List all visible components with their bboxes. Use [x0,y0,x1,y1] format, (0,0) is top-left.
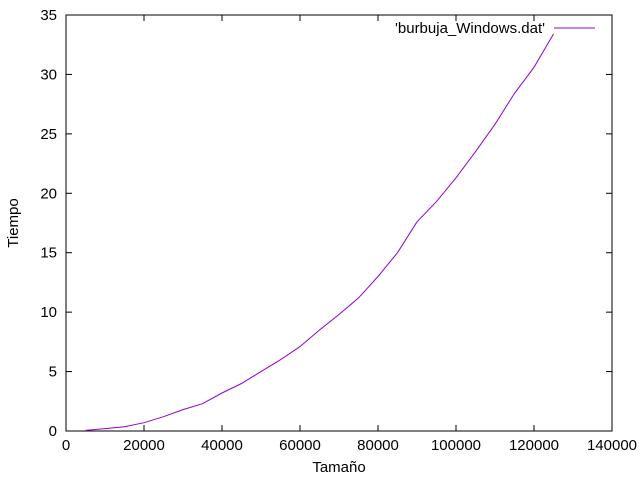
x-tick-label: 20000 [123,437,165,454]
x-tick-label: 0 [62,437,70,454]
y-tick-label: 25 [40,126,57,143]
y-tick-label: 30 [40,66,57,83]
plot-area-frame [65,14,613,432]
x-tick-label: 100000 [431,437,481,454]
legend: 'burbuja_Windows.dat' [395,20,595,37]
series-line [85,33,554,431]
x-axis: 0 20000 40000 60000 80000 100000 120000 140000 [62,15,637,454]
x-axis-label: Tamaño [312,459,365,476]
y-tick-label: 0 [49,423,57,440]
x-tick-label: 40000 [201,437,243,454]
x-tick-label: 140000 [587,437,637,454]
y-tick-label: 5 [49,364,57,381]
x-tick-label: 60000 [279,437,321,454]
x-tick-label: 80000 [357,437,399,454]
y-tick-label: 10 [40,304,57,321]
series-group [85,33,554,431]
y-tick-label: 35 [40,7,57,24]
y-axis: 0 5 10 15 20 25 30 35 [40,7,612,440]
y-axis-label: Tiempo [5,198,22,247]
y-tick-label: 20 [40,185,57,202]
x-tick-label: 120000 [509,437,559,454]
legend-label: 'burbuja_Windows.dat' [395,20,545,37]
y-tick-label: 15 [40,245,57,262]
